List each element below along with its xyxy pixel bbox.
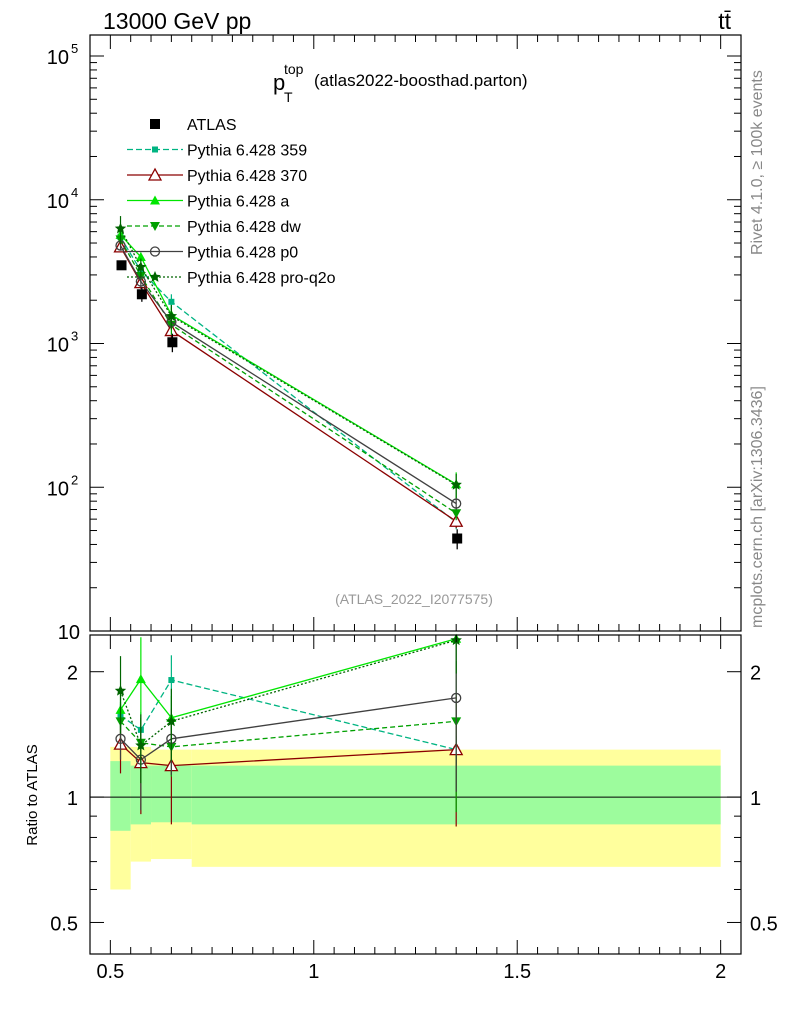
y-tick-label: 10 (47, 335, 69, 357)
title-sup: top (284, 61, 304, 77)
main-series-layer (113, 216, 464, 550)
data-point-atlas (136, 289, 147, 300)
legend-label-p370: Pythia 6.428 370 (187, 168, 307, 185)
series-line-pp0 (119, 245, 457, 505)
ratio-series-p359 (117, 655, 460, 765)
data-point-atlas (116, 260, 127, 271)
side-label-rivet: Rivet 4.1.0, ≥ 100k events (749, 70, 766, 255)
y-tick-exponent: 2 (71, 472, 78, 487)
data-point-pp0 (451, 498, 462, 509)
ratio-line-pq2o (119, 639, 457, 747)
legend-label-atlas: ATLAS (187, 117, 237, 134)
legend-label-pp0: Pythia 6.428 p0 (187, 245, 298, 262)
data-point-pq2o (135, 261, 147, 272)
series-line-pdw (119, 239, 457, 514)
ratio-point-pq2o (135, 739, 147, 751)
uncertainty-band-inner (110, 761, 131, 831)
y-tick-label: 10 (47, 191, 69, 213)
series-line-pa (120, 234, 457, 485)
data-point-pq2o (450, 478, 462, 490)
legend-entry-atlas: ATLAS (150, 117, 237, 134)
series-line-pq2o (119, 228, 457, 486)
ratio-line-p359 (120, 679, 457, 751)
legend-label-pq2o: Pythia 6.428 pro-q2o (187, 270, 336, 287)
series-line-p359 (119, 236, 457, 523)
legend-marker-pq2o (149, 271, 161, 282)
legend-entry-p359: Pythia 6.428 359 (127, 143, 307, 160)
legend: ATLAS Pythia 6.428 359 Pythia 6.428 370 Pyt… (127, 117, 336, 287)
ratio-series-layer (113, 633, 464, 827)
energy-label: 13000 GeV pp (103, 8, 251, 34)
ratio-bands (90, 746, 741, 890)
y-tick-exponent: 3 (71, 329, 78, 344)
legend-marker-pdw (150, 222, 160, 231)
x-tick-label: 0.5 (96, 961, 124, 983)
ratio-point-pp0 (451, 692, 462, 704)
legend-entry-pq2o: Pythia 6.428 pro-q2o (127, 270, 336, 287)
x-tick-label: 2 (715, 961, 726, 983)
legend-entry-pa: Pythia 6.428 a (127, 194, 289, 211)
ratio-y-tick-label-right: 0.5 (750, 913, 778, 935)
ratio-line-pdw (120, 720, 457, 748)
y-tick-label: 10 (47, 47, 69, 69)
ratio-axis-ticks: 0.5 0.5 1 1 2 2 0.5 1 1.5 2 (50, 635, 778, 983)
ratio-y-tick-label: 2 (67, 663, 78, 685)
legend-marker-p370 (147, 167, 163, 181)
series-pq2o (114, 216, 462, 499)
data-point-atlas (452, 533, 463, 544)
data-point-pa (135, 251, 146, 261)
ratio-point-pa (135, 674, 146, 684)
title-suffix: (atlas2022-boosthad.parton) (314, 71, 528, 90)
side-label-mcplots: mcplots.cern.ch [arXiv:1306.3436] (749, 386, 766, 628)
legend-marker-pp0 (149, 246, 161, 257)
title-sub: T (284, 89, 293, 105)
ratio-line-pp0 (120, 697, 457, 761)
y-tick-exponent: 5 (71, 41, 78, 56)
legend-label-pa: Pythia 6.428 a (187, 194, 289, 211)
x-tick-label: 1.5 (503, 961, 531, 983)
legend-entry-p370: Pythia 6.428 370 (127, 167, 307, 185)
ratio-line-pa (119, 638, 457, 719)
title-main: p (273, 70, 285, 95)
legend-label-p359: Pythia 6.428 359 (187, 143, 307, 160)
data-point-pq2o (114, 222, 127, 234)
data-point-pq2o (165, 310, 178, 321)
data-point-atlas (167, 337, 178, 348)
ratio-ylabel: Ratio to ATLAS (24, 744, 41, 845)
legend-entry-pp0: Pythia 6.428 p0 (127, 245, 298, 262)
ratio-point-pq2o (114, 684, 127, 696)
x-tick-label: 1 (308, 961, 319, 983)
ratio-point-pq2o (165, 715, 178, 727)
data-point-p359 (168, 298, 175, 305)
ratio-point-pp0 (115, 733, 126, 744)
plot-title: p top T (atlas2022-boosthad.parton) (273, 61, 528, 105)
legend-marker-pa (150, 195, 160, 205)
analysis-id: (ATLAS_2022_I2077575) (335, 591, 493, 607)
y-tick-label: 10 (47, 478, 69, 500)
ratio-y-tick-label: 1 (67, 788, 78, 810)
ratio-y-tick-label-right: 1 (750, 788, 761, 810)
ratio-y-tick-label: 0.5 (50, 913, 78, 935)
legend-entry-pdw: Pythia 6.428 dw (127, 219, 301, 236)
process-label: tt̄ (718, 8, 731, 34)
series-atlas (116, 260, 463, 550)
legend-marker-atlas (150, 119, 160, 129)
ratio-line-p370 (120, 743, 457, 767)
data-point-pdw (451, 509, 462, 519)
ratio-point-p359 (168, 677, 175, 684)
ratio-y-tick-label-right: 2 (750, 663, 761, 685)
y-tick-exponent: 4 (71, 185, 78, 200)
data-point-p370 (449, 513, 464, 527)
y-tick-label: 10 (58, 622, 80, 644)
legend-label-pdw: Pythia 6.428 dw (187, 219, 301, 236)
legend-marker-p359 (152, 146, 158, 153)
ratio-series-pa (115, 633, 462, 743)
